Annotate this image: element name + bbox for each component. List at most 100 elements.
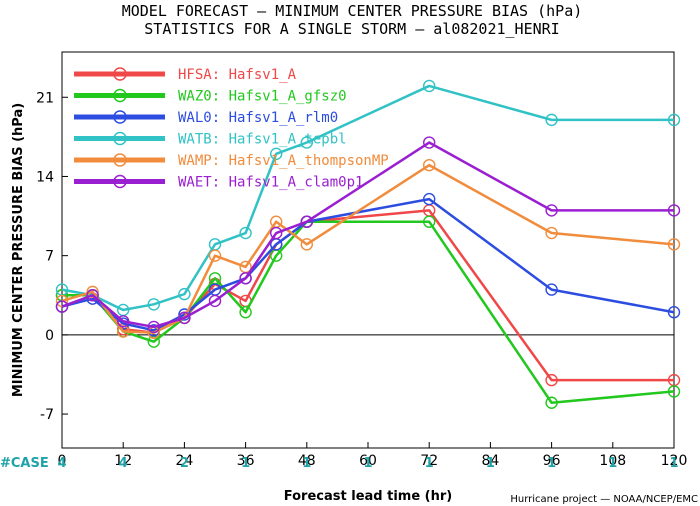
legend-entry-2: WAL0: Hafsv1_A_rlm0: [74, 110, 338, 126]
data-point: [208, 249, 222, 262]
y-tick-label: -7: [40, 407, 54, 423]
case-count: 2: [180, 456, 189, 471]
legend-label: WAET: Hafsv1_A_clam0p1: [178, 175, 363, 191]
legend-swatch-marker: [113, 153, 127, 167]
y-tick-label: 7: [45, 249, 54, 265]
data-point: [208, 294, 222, 308]
legend-entry-0: HFSA: Hafsv1_A: [74, 67, 297, 83]
data-point: [667, 238, 681, 251]
legend-label: WAZ0: Hafsv1_A_gfsz0: [178, 89, 347, 105]
data-point: [178, 287, 191, 301]
data-point: [270, 226, 283, 240]
data-point: [423, 192, 436, 206]
case-row: #CASE 4 4 2 1 1 1 1 1 1 1 1: [0, 456, 679, 471]
data-point: [239, 226, 252, 240]
legend-label: HFSA: Hafsv1_A: [178, 67, 297, 83]
x-ticks: 0 12 24 36 48 60 72 84 96 108 120: [58, 442, 688, 469]
data-point: [147, 320, 161, 334]
case-count: 1: [363, 456, 372, 471]
x-tick-label: 24: [175, 453, 193, 469]
series-layer: [55, 79, 681, 409]
data-point: [545, 373, 558, 387]
plot-frame: [61, 51, 675, 449]
legend-swatch-marker: [113, 174, 127, 189]
y-ticks: -7 0 7 14 21: [36, 90, 68, 423]
data-point: [147, 298, 161, 311]
x-tick-label: 12: [114, 453, 132, 469]
data-point: [116, 315, 130, 328]
data-point: [239, 272, 252, 285]
data-point: [300, 136, 313, 149]
data-point: [55, 300, 69, 313]
data-point: [545, 226, 558, 240]
y-tick-label: 21: [36, 90, 54, 106]
data-point: [667, 306, 681, 319]
case-count: 4: [57, 456, 66, 471]
legend-entry-3: WATB: Hafsv1_A_tepbl: [74, 132, 347, 148]
data-point: [300, 238, 313, 251]
legend-label: WAMP: Hafsv1_A_thompsonMP: [178, 153, 389, 169]
case-count: 1: [425, 456, 434, 471]
series-line: [61, 163, 675, 334]
legend-label: WATB: Hafsv1_A_tepbl: [178, 132, 347, 148]
data-point: [86, 285, 99, 299]
legend-entry-4: WAMP: Hafsv1_A_thompsonMP: [74, 153, 389, 169]
credit-text: Hurricane project — NOAA/NCEP/EMC: [510, 494, 698, 505]
series-line: [61, 141, 674, 329]
data-point: [667, 204, 681, 217]
x-tick-label: 48: [298, 453, 316, 469]
series-line: [61, 84, 674, 312]
data-point: [239, 306, 252, 319]
legend-swatch-marker: [113, 110, 127, 124]
x-tick-label: 96: [543, 453, 561, 469]
data-point: [116, 325, 130, 338]
data-point: [545, 204, 558, 217]
y-tick-label: 0: [45, 328, 54, 344]
data-point: [423, 158, 436, 172]
legend-swatch-marker: [113, 131, 127, 146]
case-label: #CASE: [0, 456, 49, 471]
case-count: 1: [669, 456, 678, 471]
x-tick-label: 108: [599, 453, 626, 469]
data-point: [545, 113, 558, 127]
data-point: [300, 215, 313, 228]
data-point: [178, 311, 191, 325]
data-point: [545, 396, 558, 409]
x-tick-label: 84: [481, 453, 499, 469]
case-count: 4: [119, 456, 128, 471]
data-point: [270, 147, 283, 161]
legend-entry-5: WAET: Hafsv1_A_clam0p1: [74, 175, 363, 191]
x-tick-label: 72: [420, 453, 438, 469]
y-axis-label: MINIMUM CENTER PRESSURE BIAS (hPa): [11, 103, 26, 397]
x-tick-label: 0: [58, 453, 67, 469]
case-count: 1: [241, 456, 250, 471]
case-count: 1: [547, 456, 556, 471]
series-5: [55, 136, 681, 334]
chart-subtitle: STATISTICS FOR A SINGLE STORM — al082021…: [144, 20, 559, 38]
case-count: 1: [486, 456, 495, 471]
legend-swatch-marker: [113, 67, 127, 81]
legend-swatch-marker: [113, 88, 127, 103]
data-point: [545, 283, 558, 296]
series-4: [55, 158, 681, 339]
series-line: [61, 197, 675, 332]
x-axis-label: Forecast lead time (hr): [284, 489, 452, 504]
data-point: [667, 385, 681, 398]
data-point: [667, 113, 681, 127]
x-tick-label: 60: [359, 453, 377, 469]
legend: HFSA: Hafsv1_A WAZ0: Hafsv1_A_gfsz0 WAL0: …: [74, 67, 389, 191]
y-tick-label: 14: [36, 169, 54, 185]
case-count: 1: [302, 456, 311, 471]
series-3: [55, 79, 681, 317]
data-point: [86, 289, 99, 302]
data-point: [423, 136, 436, 149]
chart-title: MODEL FORECAST — MINIMUM CENTER PRESSURE…: [122, 2, 583, 20]
series-line: [62, 220, 675, 404]
legend-entry-1: WAZ0: Hafsv1_A_gfsz0: [74, 89, 347, 105]
case-count: 1: [608, 456, 617, 471]
x-tick-label: 120: [661, 453, 688, 469]
data-point: [423, 215, 436, 228]
data-point: [423, 79, 436, 93]
x-tick-label: 36: [237, 453, 255, 469]
